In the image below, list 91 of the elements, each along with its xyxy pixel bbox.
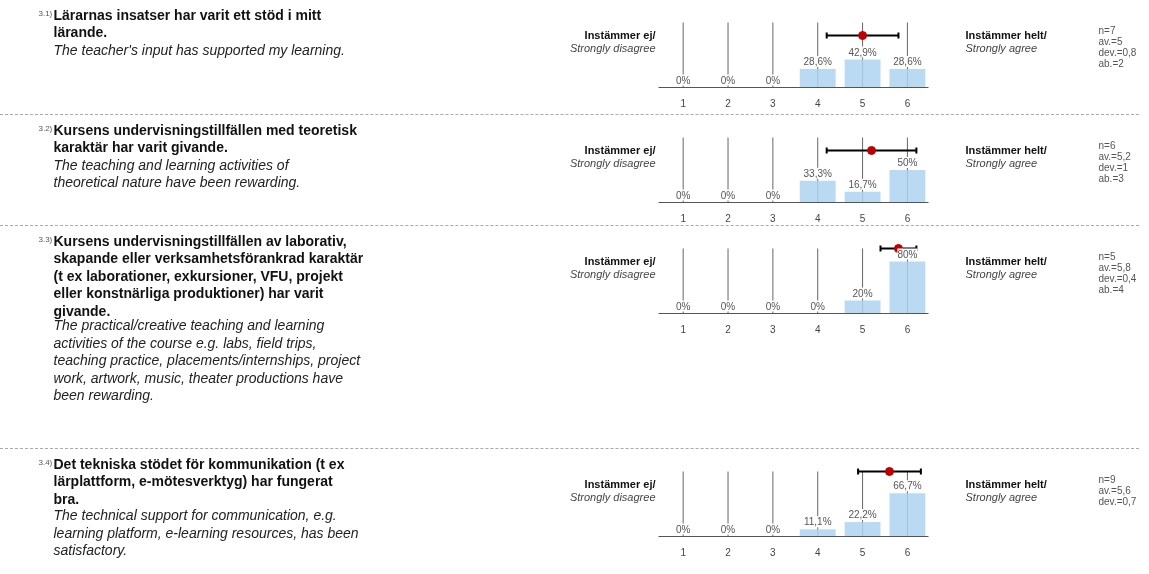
x-tick-label: 6 — [904, 212, 911, 224]
x-tick-label: 2 — [725, 212, 732, 224]
x-tick-label: 1 — [680, 546, 687, 558]
text: n=5 — [1098, 250, 1116, 262]
data-label: 22,2% — [848, 509, 877, 521]
x-tick-label: 5 — [859, 323, 866, 335]
text: Instämmer helt/ — [965, 28, 1047, 41]
text: Instämmer helt/ — [965, 254, 1047, 267]
data-label: 50% — [897, 157, 918, 168]
x-tick-label: 2 — [725, 97, 732, 109]
text: Instämmer ej/ — [584, 254, 656, 267]
data-label: 0% — [675, 523, 691, 535]
text: av.=5,8 — [1098, 261, 1132, 273]
x-tick-label: 3 — [770, 546, 777, 558]
text: The teacher's input has supported my learning. — [53, 41, 345, 58]
text: dev.=1 — [1098, 161, 1129, 173]
text: Strongly agree — [965, 490, 1038, 503]
text: The technical support for communication, e.g. learning platform, e-learning resources, has been satisfactory. — [53, 507, 359, 559]
text: 3.3) — [38, 234, 53, 244]
text: n=9 — [1098, 473, 1116, 485]
data-label: 42,9% — [848, 46, 877, 58]
text: dev.=0,7 — [1098, 495, 1137, 507]
data-label: 0% — [720, 300, 736, 312]
text: Instämmer ej/ — [584, 143, 656, 156]
data-label: 11,1% — [803, 516, 832, 528]
text: Kursens undervisningstillfällen med teoretisk karaktär har varit givande. — [53, 121, 358, 156]
text: dev.=0,4 — [1098, 272, 1137, 284]
text: Instämmer ej/ — [584, 28, 656, 41]
x-tick-label: 6 — [904, 323, 911, 335]
text: Instämmer helt/ — [965, 477, 1047, 490]
data-label: 0% — [810, 300, 826, 312]
x-tick-label: 3 — [770, 97, 777, 109]
text: av.=5,6 — [1098, 484, 1132, 496]
data-label: 0% — [675, 300, 691, 312]
text: Strongly agree — [965, 267, 1038, 280]
text: Kursens undervisningstillfällen av laborativ, skapande eller verksamhetsförankrad karaktär (t ex laborationer, exkursioner, VFU, projekt eller konstnärliga produktioner) har varit givande. — [53, 232, 364, 319]
x-tick-label: 1 — [680, 212, 687, 224]
x-tick-label: 4 — [814, 97, 821, 109]
data-label: 0% — [765, 523, 781, 535]
data-label: 0% — [675, 189, 691, 201]
text: ab.=4 — [1098, 283, 1125, 295]
data-label: 16,7% — [848, 178, 877, 190]
x-tick-label: 4 — [814, 212, 821, 224]
data-label: 0% — [720, 523, 736, 535]
text: Strongly disagree — [569, 41, 656, 54]
text: dev.=0,8 — [1098, 46, 1137, 58]
text: The teaching and learning activities of theoretical nature have been rewarding. — [53, 156, 301, 191]
text: Strongly disagree — [569, 267, 656, 280]
text: av.=5 — [1098, 35, 1123, 47]
text: Strongly agree — [965, 156, 1038, 169]
text: Det tekniska stödet för kommunikation (t ex lärplattform, e-mötesverktyg) har fungerat bra. — [53, 455, 345, 507]
x-tick-label: 4 — [814, 323, 821, 335]
text: 3.2) — [38, 123, 53, 133]
text: Strongly disagree — [569, 156, 656, 169]
x-tick-label: 5 — [859, 546, 866, 558]
text: The practical/creative teaching and learning activities of the course e.g. labs, field trips, teaching practice, placements/internships, project work, artwork, music, theater productions have been rewarding. — [53, 317, 362, 404]
x-tick-label: 1 — [680, 323, 687, 335]
x-tick-label: 3 — [770, 212, 777, 224]
text: 3.4) — [38, 457, 53, 467]
data-label: 0% — [765, 74, 781, 86]
x-tick-label: 3 — [770, 323, 777, 335]
x-tick-label: 5 — [859, 212, 866, 224]
data-label: 28,6% — [803, 55, 832, 67]
data-label: 33,3% — [803, 167, 832, 179]
data-label: 0% — [720, 74, 736, 86]
x-tick-label: 2 — [725, 546, 732, 558]
text: Lärarnas insatser har varit ett stöd i mitt lärande. — [53, 6, 322, 41]
text: av.=5,2 — [1098, 150, 1132, 162]
text: ab.=2 — [1098, 57, 1125, 69]
text: Instämmer helt/ — [965, 143, 1047, 156]
data-label: 0% — [765, 300, 781, 312]
data-label: 20% — [852, 287, 873, 299]
data-label: 0% — [675, 74, 691, 86]
text: n=7 — [1098, 24, 1116, 36]
text: Strongly agree — [965, 41, 1038, 54]
text: ab.=3 — [1098, 172, 1125, 184]
x-tick-label: 2 — [725, 323, 732, 335]
x-tick-label: 5 — [859, 97, 866, 109]
data-label: 80% — [897, 248, 918, 260]
text: Strongly disagree — [569, 490, 656, 503]
data-label: 28,6% — [893, 55, 922, 67]
data-label: 66,7% — [893, 480, 922, 492]
data-label: 0% — [765, 189, 781, 201]
x-tick-label: 1 — [680, 97, 687, 109]
x-tick-label: 4 — [814, 546, 821, 558]
text: 3.1) — [38, 8, 53, 18]
x-tick-label: 6 — [904, 97, 911, 109]
text: n=6 — [1098, 139, 1116, 151]
text: Instämmer ej/ — [584, 477, 656, 490]
x-tick-label: 6 — [904, 546, 911, 558]
data-label: 0% — [720, 189, 736, 201]
